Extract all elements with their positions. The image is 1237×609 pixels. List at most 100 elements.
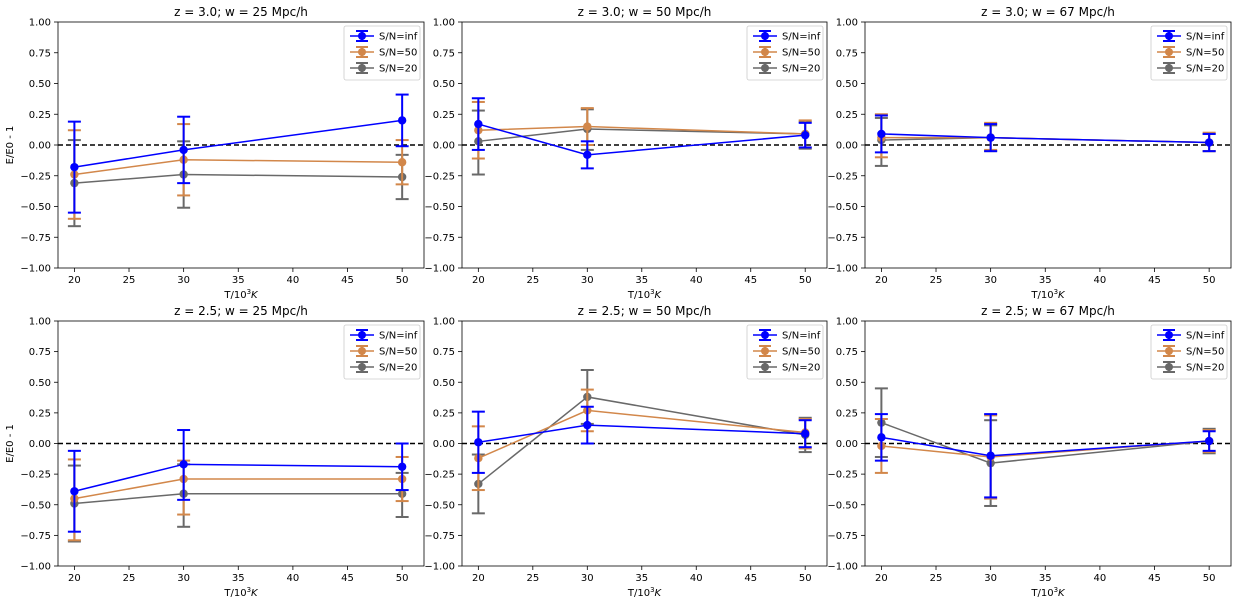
x-tick-label: 50 bbox=[799, 275, 812, 286]
data-point bbox=[583, 420, 592, 430]
axes-frame bbox=[461, 320, 828, 567]
x-axis-label-unit: K bbox=[251, 290, 259, 301]
data-point bbox=[474, 438, 483, 447]
y-tick-label: 1.00 bbox=[433, 317, 455, 328]
y-tick-label: −0.50 bbox=[827, 500, 858, 511]
y-tick-label: 0.50 bbox=[836, 378, 858, 389]
legend-swatch-marker bbox=[761, 363, 769, 371]
y-tick-label: −0.25 bbox=[20, 171, 51, 182]
x-tick-label: 45 bbox=[341, 573, 354, 584]
legend-swatch-marker bbox=[1165, 331, 1173, 339]
y-tick-label: −0.75 bbox=[827, 233, 858, 244]
x-tick-label: 50 bbox=[396, 275, 409, 286]
x-tick-label: 30 bbox=[581, 573, 594, 584]
x-tick-label: 35 bbox=[1039, 275, 1052, 286]
data-point bbox=[583, 150, 592, 160]
y-tick-label: 0.25 bbox=[29, 408, 51, 419]
axes-frame bbox=[57, 21, 425, 269]
x-tick-label: 45 bbox=[744, 275, 757, 286]
legend: S/N=inf S/N=50 S/N=20 bbox=[746, 25, 824, 81]
y-tick-label: 1.00 bbox=[29, 317, 51, 328]
legend-swatch-marker bbox=[358, 32, 366, 40]
y-tick-label: −1.00 bbox=[20, 562, 51, 573]
y-tick-label: 0.50 bbox=[433, 378, 455, 389]
legend: S/N=inf S/N=50 S/N=20 bbox=[746, 324, 824, 380]
x-tick-label: 25 bbox=[526, 573, 539, 584]
panel-1: z = 3.0; w = 25 Mpc/h 20 25 30 35 40 45 50 −1.00… bbox=[5, 5, 425, 301]
x-axis-label-base: T/10 bbox=[223, 588, 246, 599]
panel-3: z = 3.0; w = 67 Mpc/h 20 25 30 35 40 45 50 −1.00… bbox=[827, 5, 1232, 301]
data-point bbox=[986, 133, 995, 142]
panel-title: z = 3.0; w = 67 Mpc/h bbox=[981, 5, 1115, 19]
x-tick-label: 40 bbox=[1094, 275, 1107, 286]
x-tick-label: 20 bbox=[472, 573, 485, 584]
panel-6: z = 2.5; w = 67 Mpc/h 20 25 30 35 40 45 50 −1.00… bbox=[827, 304, 1232, 599]
x-tick-label: 50 bbox=[1203, 573, 1216, 584]
x-tick-label: 40 bbox=[1094, 573, 1107, 584]
x-tick-label: 45 bbox=[1148, 275, 1161, 286]
x-tick-label: 30 bbox=[581, 275, 594, 286]
y-tick-label: 0.00 bbox=[836, 439, 858, 450]
y-tick-label: 0.00 bbox=[433, 141, 455, 152]
panel-title: z = 3.0; w = 50 Mpc/h bbox=[578, 5, 712, 19]
data-point bbox=[70, 162, 79, 172]
x-axis-label-sup: 3 bbox=[247, 288, 251, 296]
panel-title: z = 2.5; w = 67 Mpc/h bbox=[981, 304, 1115, 318]
legend-entry-label: S/N=50 bbox=[379, 48, 417, 59]
y-tick-label: 0.75 bbox=[29, 347, 51, 358]
x-tick-label: 45 bbox=[1148, 573, 1161, 584]
legend-entry-label: S/N=20 bbox=[782, 363, 820, 374]
x-tick-label: 40 bbox=[287, 573, 300, 584]
legend-entry-label: S/N=50 bbox=[1186, 347, 1224, 358]
legend-swatch-marker bbox=[1165, 48, 1173, 56]
legend: S/N=inf S/N=50 S/N=20 bbox=[343, 25, 421, 81]
data-point bbox=[1204, 436, 1214, 446]
x-tick-label: 25 bbox=[526, 275, 539, 286]
data-point bbox=[583, 122, 592, 131]
axes-frame bbox=[461, 21, 828, 269]
legend-swatch-marker bbox=[761, 331, 769, 339]
x-axis-label-sup: 3 bbox=[247, 586, 251, 594]
y-tick-label: −1.00 bbox=[827, 264, 858, 275]
y-tick-label: −1.00 bbox=[424, 562, 455, 573]
x-tick-label: 25 bbox=[123, 275, 136, 286]
data-point bbox=[397, 116, 407, 125]
y-tick-label: 0.75 bbox=[433, 48, 455, 59]
y-tick-label: −0.75 bbox=[20, 233, 51, 244]
y-tick-label: 0.75 bbox=[836, 48, 858, 59]
x-tick-label: 35 bbox=[1039, 573, 1052, 584]
y-tick-label: 0.25 bbox=[433, 408, 455, 419]
y-tick-label: −0.50 bbox=[424, 202, 455, 213]
x-axis-label: T/103K bbox=[1030, 586, 1066, 599]
legend-swatch-marker bbox=[1165, 347, 1173, 355]
x-axis-label-sup: 3 bbox=[1054, 586, 1058, 594]
legend: S/N=inf S/N=50 S/N=20 bbox=[1150, 324, 1228, 380]
x-tick-label: 20 bbox=[875, 573, 888, 584]
data-point bbox=[179, 460, 188, 469]
data-point bbox=[877, 433, 886, 442]
legend-entry-label: S/N=20 bbox=[379, 64, 417, 75]
series-1 bbox=[874, 114, 1216, 154]
panel-5: z = 2.5; w = 50 Mpc/h 20 25 30 35 40 45 50 −1.00… bbox=[424, 304, 828, 599]
panel-title: z = 2.5; w = 25 Mpc/h bbox=[174, 304, 308, 318]
legend-swatch-marker bbox=[358, 331, 366, 339]
x-axis-label-unit: K bbox=[1058, 290, 1066, 301]
y-tick-label: −0.25 bbox=[827, 171, 858, 182]
legend-entry-label: S/N=50 bbox=[379, 347, 417, 358]
legend-swatch-marker bbox=[358, 347, 366, 355]
y-tick-label: 0.50 bbox=[433, 79, 455, 90]
y-tick-label: −0.25 bbox=[424, 171, 455, 182]
x-axis-label: T/103K bbox=[627, 586, 663, 599]
x-tick-label: 40 bbox=[287, 275, 300, 286]
data-point bbox=[70, 487, 79, 496]
x-tick-label: 20 bbox=[68, 275, 81, 286]
legend-swatch-marker bbox=[358, 363, 366, 371]
data-point bbox=[801, 130, 810, 140]
data-point bbox=[877, 129, 886, 139]
legend-entry-label: S/N=inf bbox=[1186, 32, 1225, 43]
x-tick-label: 40 bbox=[690, 275, 703, 286]
y-tick-label: 0.00 bbox=[29, 141, 51, 152]
legend-entry-label: S/N=inf bbox=[379, 331, 418, 342]
x-axis-label-base: T/10 bbox=[1030, 290, 1053, 301]
